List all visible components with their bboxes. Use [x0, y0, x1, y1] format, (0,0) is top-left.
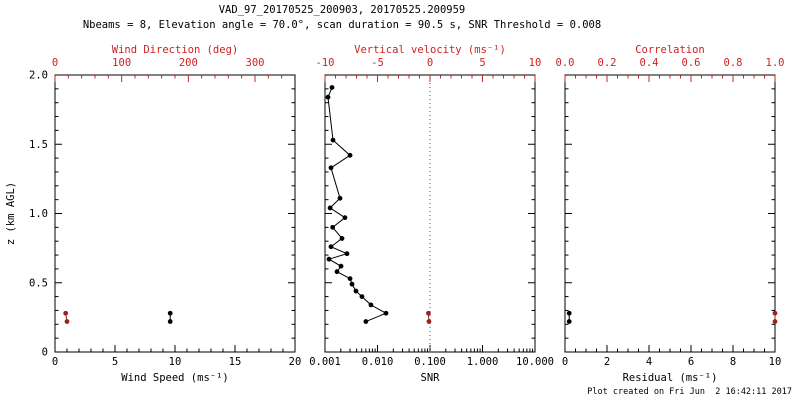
plot-box [324, 74, 536, 353]
x-top-tick-label: 0.0 [556, 57, 575, 69]
series-point-wind-direction [63, 310, 69, 316]
y-axis-title: z (km AGL) [5, 182, 17, 245]
x-bottom-tick-label: 0.100 [414, 356, 446, 368]
series-line-snr-profile [327, 87, 388, 322]
x-bottom-axis-title: Residual (ms⁻¹) [623, 372, 718, 384]
plot-subtitle: Nbeams = 8, Elevation angle = 70.0°, sca… [82, 19, 602, 31]
x-top-tick-label: -10 [316, 57, 335, 69]
series-point-snr-profile [338, 263, 344, 269]
x-top-axis-title: Wind Direction (deg) [112, 44, 238, 56]
series-point-residual [566, 310, 572, 316]
y-tick-label: 0 [42, 347, 48, 359]
x-top-tick-label: -5 [371, 57, 384, 69]
series-point-snr-profile [359, 294, 365, 299]
x-bottom-tick-label: 5 [112, 356, 118, 368]
series-point-snr-profile [329, 85, 335, 90]
series-point-snr-profile [325, 94, 331, 100]
x-bottom-tick-label: 4 [646, 356, 652, 368]
y-tick-label: 1.5 [29, 139, 48, 151]
series-point-vertical-velocity [426, 319, 432, 324]
series-point-snr-profile [363, 319, 369, 324]
x-top-tick-label: 0.2 [598, 57, 617, 69]
series-point-snr-profile [368, 302, 374, 308]
plot-created-timestamp: Plot created on Fri Jun 2 16:42:11 2017 [587, 387, 792, 397]
series-point-snr-profile [342, 215, 348, 221]
series-point-snr-profile [344, 251, 350, 257]
series-point-residual [566, 319, 572, 324]
x-bottom-tick-label: 0 [562, 356, 568, 368]
plot-box [54, 74, 296, 353]
x-top-tick-label: 0.8 [724, 57, 743, 69]
x-top-axis-title: Vertical velocity (ms⁻¹) [354, 44, 506, 56]
panel-wind: 0 5 10 15 20 Wind Speed (ms⁻¹) 0 100 200 300 Wind … [5, 44, 301, 384]
series-point-snr-profile [330, 137, 336, 143]
series-point-correlation [772, 310, 778, 316]
x-top-tick-label: 10 [529, 57, 542, 69]
series-point-snr-profile [353, 288, 359, 294]
series-point-vertical-velocity [426, 310, 431, 316]
x-bottom-tick-label: 15 [229, 356, 242, 368]
y-tick-label: 0.5 [29, 277, 48, 289]
series-point-snr-profile [328, 244, 334, 250]
series-point-snr-profile [328, 165, 334, 171]
x-top-tick-label: 0 [52, 57, 58, 69]
x-bottom-tick-label: 6 [688, 356, 694, 368]
x-bottom-tick-label: 10 [169, 356, 182, 368]
series-point-snr-profile [349, 281, 355, 287]
series-point-correlation [772, 319, 778, 324]
series-point-wind-speed [167, 310, 173, 316]
x-bottom-axis-title: SNR [421, 372, 441, 384]
x-bottom-axis-title: Wind Speed (ms⁻¹) [121, 372, 228, 384]
x-bottom-tick-label: 20 [289, 356, 302, 368]
series-point-snr-profile [339, 236, 345, 241]
x-top-tick-label: 0 [427, 57, 433, 69]
x-top-tick-label: 200 [179, 57, 198, 69]
x-top-tick-label: 0.4 [640, 57, 659, 69]
panel-residual: 0 2 4 6 8 10 Residual (ms⁻¹) 0.0 0.2 0.4 0.6 0.8 1.0… [556, 44, 785, 384]
x-bottom-tick-label: 0.001 [309, 356, 341, 368]
y-tick-label: 1.0 [29, 208, 48, 220]
series-point-wind-direction [64, 319, 70, 324]
series-point-snr-profile [383, 310, 389, 316]
x-top-tick-label: 1.0 [766, 57, 785, 69]
series-point-wind-speed [167, 319, 173, 324]
series-point-snr-profile [337, 195, 343, 201]
series-point-snr-profile [334, 269, 340, 275]
series-point-snr-profile [330, 224, 336, 230]
panel-snr: 0.001 0.010 0.100 1.000 10.000 SNR -10 -5 0 5 10 Ve… [309, 44, 554, 384]
series-point-snr-profile [347, 276, 353, 281]
x-top-tick-label: 300 [246, 57, 265, 69]
x-bottom-tick-label: 8 [730, 356, 736, 368]
x-bottom-tick-label: 0 [52, 356, 58, 368]
series-point-snr-profile [326, 256, 332, 262]
x-bottom-tick-label: 2 [604, 356, 610, 368]
x-bottom-tick-label: 10.000 [516, 356, 554, 368]
plot-title: VAD_97_20170525_200903, 20170525.200959 [218, 4, 466, 16]
series-point-snr-profile [327, 205, 333, 211]
series-point-snr-profile [347, 152, 353, 158]
x-top-tick-label: 100 [112, 57, 131, 69]
x-bottom-tick-label: 0.010 [362, 356, 394, 368]
x-bottom-tick-label: 10 [769, 356, 782, 368]
plot-box [564, 74, 776, 353]
x-top-tick-label: 5 [479, 57, 485, 69]
x-top-axis-title: Correlation [635, 44, 705, 56]
x-bottom-tick-label: 1.000 [467, 356, 499, 368]
y-tick-label: 2.0 [29, 70, 48, 82]
x-top-tick-label: 0.6 [682, 57, 701, 69]
